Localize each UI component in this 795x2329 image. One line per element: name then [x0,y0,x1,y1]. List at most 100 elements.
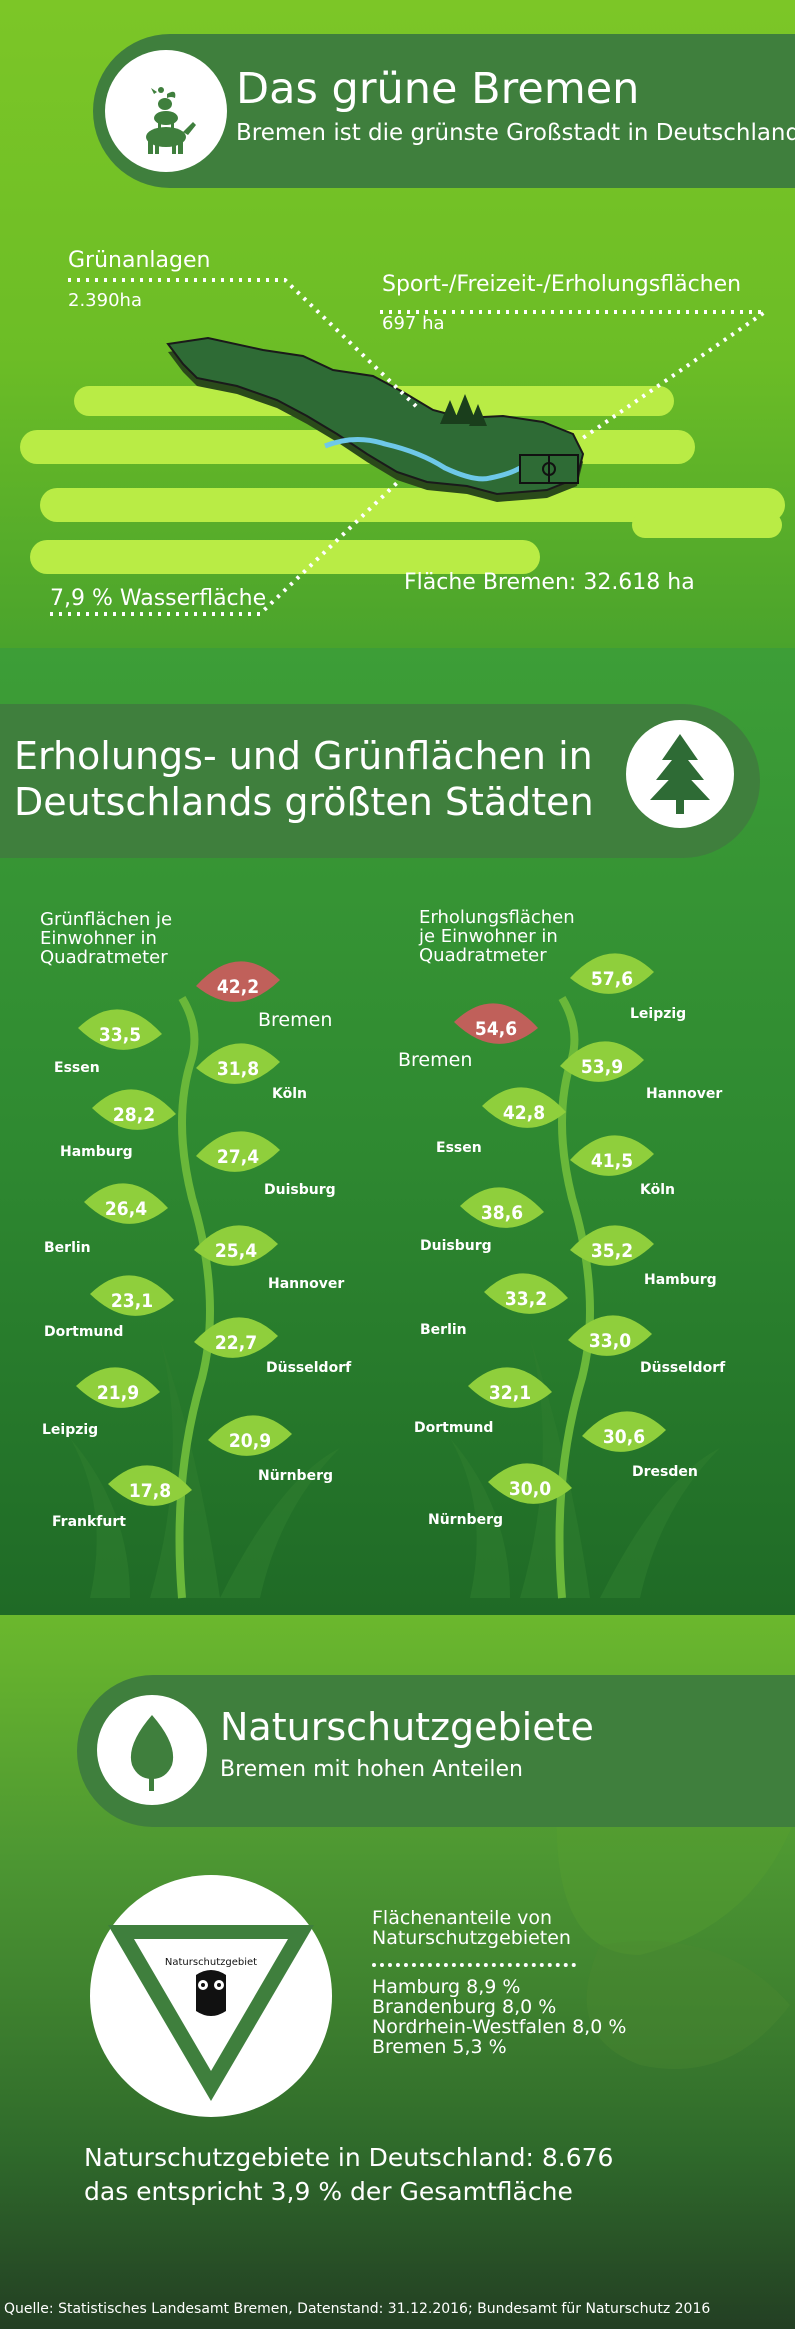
section-recreation-green: Erholungs- und Grünflächen in Deutschlan… [0,648,795,1615]
chart2-leaf-dortmund [468,1367,552,1408]
chart1-city-hamburg: Hamburg [60,1144,133,1160]
grass-decoration-right [450,1338,720,1598]
chart2-title: Erholungsflächen je Einwohner in Quadrat… [419,908,575,965]
chart2-title-line1: Erholungsflächen [419,907,575,928]
chart2-city-dortmund: Dortmund [414,1420,493,1436]
chart1-value-dortmund: 23,1 [111,1290,153,1312]
chart2-value-koeln: 41,5 [591,1150,633,1172]
page-subtitle: Bremen ist die grünste Großstadt in Deut… [236,120,795,146]
chart1-value-nuernberg: 20,9 [229,1430,271,1452]
chart2-city-leipzig: Leipzig [630,1006,686,1022]
chart2-leaf-dresden [582,1411,666,1452]
chart1-value-hamburg: 28,2 [113,1104,155,1126]
reserve-sign-text: Naturschutzgebiet [164,1957,258,1968]
chart1-leaf-bremen [196,961,280,1002]
sport-label: Sport-/Freizeit-/Erholungsflächen [382,272,742,297]
chart1-leaf-nuernberg [208,1415,292,1456]
chart1-leaf-essen [78,1009,162,1050]
chart2-value-dortmund: 32,1 [489,1382,531,1404]
header-banner: Das grüne Bremen Bremen ist die grünste … [93,34,795,188]
chart1-city-duisburg: Duisburg [264,1182,336,1198]
chart2-value-duesseldorf: 33,0 [589,1330,631,1352]
chart1-city-nuernberg: Nürnberg [258,1468,333,1484]
gruenanlagen-value: 2.390ha [68,290,142,311]
chart1-leaf-hannover [194,1225,278,1266]
chart2-leaf-duesseldorf [568,1315,652,1356]
source-footer: Quelle: Statistisches Landesamt Bremen, … [4,2301,711,2317]
chart2-city-bremen: Bremen [398,1049,472,1071]
chart1-city-duesseldorf: Düsseldorf [266,1360,352,1376]
chart1-leaf-hamburg [92,1089,176,1130]
chart1-title-line2: Einwohner in [40,928,157,949]
chart2-city-duesseldorf: Düsseldorf [640,1360,726,1376]
chart2-value-bremen: 54,6 [475,1018,517,1040]
chart2-value-hamburg: 35,2 [591,1240,633,1262]
flaeche-label: Fläche Bremen: 32.618 ha [404,570,695,595]
chart1-city-dortmund: Dortmund [44,1324,123,1340]
reserve-sign-circle: Naturschutzgebiet [90,1875,332,2117]
chart1-leaf-duisburg [196,1131,280,1172]
chart2-leaf-duisburg [460,1187,544,1228]
chart1-value-leipzig: 21,9 [97,1382,139,1404]
sport-value: 697 ha [382,313,445,334]
reserves-total-line2: das entspricht 3,9 % der Gesamtfläche [84,2177,573,2206]
section2-banner: Erholungs- und Grünflächen in Deutschlan… [0,704,760,858]
chart2-value-duisburg: 38,6 [481,1202,523,1224]
shares-title-line2: Naturschutzgebieten [372,1927,571,1949]
chart2-leaf-bremen [454,1003,538,1044]
chart1-value-berlin: 26,4 [105,1198,147,1220]
chart1-leaf-frankfurt [108,1465,192,1506]
chart1-city-frankfurt: Frankfurt [52,1514,126,1530]
share-item-bremen: Bremen 5,3 % [372,2036,507,2058]
chart1-leaf-leipzig [76,1367,160,1408]
chart2-leaf-berlin [484,1273,568,1314]
sports-field-icon [519,454,579,484]
chart2-city-nuernberg: Nürnberg [428,1512,503,1528]
chart1-value-frankfurt: 17,8 [129,1480,171,1502]
chart1-city-hannover: Hannover [268,1276,344,1292]
chart1-city-bremen: Bremen [258,1009,332,1031]
chart2-city-berlin: Berlin [420,1322,467,1338]
chart2-title-line3: Quadratmeter [419,945,547,966]
share-item-hamburg: Hamburg 8,9 % [372,1976,521,1998]
section-nature-reserves: Naturschutzgebiete Bremen mit hohen Ante… [0,1615,795,2329]
share-item-nrw: Nordrhein-Westfalen 8,0 % [372,2016,627,2038]
chart1-value-bremen: 42,2 [217,976,259,998]
chart2-city-hannover: Hannover [646,1086,722,1102]
reserve-sign [108,1925,314,2101]
chart2-city-duisburg: Duisburg [420,1238,492,1254]
chart2-city-essen: Essen [436,1140,482,1156]
chart1-value-essen: 33,5 [99,1024,141,1046]
section3-icon-circle [97,1695,207,1805]
wasser-label: 7,9 % Wasserfläche [50,586,267,611]
chart2-city-dresden: Dresden [632,1464,698,1480]
chart1-leaf-berlin [84,1183,168,1224]
header-icon-circle [105,50,227,172]
chart1-city-koeln: Köln [272,1086,307,1102]
chart1-city-leipzig: Leipzig [42,1422,98,1438]
chart1-value-hannover: 25,4 [215,1240,257,1262]
section3-title: Naturschutzgebiete [220,1705,594,1749]
chart1-title: Grünflächen je Einwohner in Quadratmeter [40,910,172,967]
page-title: Das grüne Bremen [236,64,640,114]
chart2-leaf-hannover [560,1041,644,1082]
chart2-value-leipzig: 57,6 [591,968,633,990]
shares-divider [372,1963,576,1967]
chart2-title-line2: je Einwohner in [419,926,558,947]
chart1-value-koeln: 31,8 [217,1058,259,1080]
chart1-value-duisburg: 27,4 [217,1146,259,1168]
chart1-vine-stem [175,995,214,1599]
chart1-title-line3: Quadratmeter [40,947,168,968]
owl-icon [196,1970,226,2016]
chart2-value-essen: 42,8 [503,1102,545,1124]
section3-banner: Naturschutzgebiete Bremen mit hohen Ante… [77,1675,795,1827]
pine-tree-icon [650,734,710,814]
chart1-value-duesseldorf: 22,7 [215,1332,257,1354]
chart2-leaf-hamburg [570,1225,654,1266]
chart2-value-nuernberg: 30,0 [509,1478,551,1500]
chart2-leaf-leipzig [570,953,654,994]
weser-river [324,437,522,482]
chart2-value-dresden: 30,6 [603,1426,645,1448]
chart1-city-essen: Essen [54,1060,100,1076]
reserves-total-line1: Naturschutzgebiete in Deutschland: 8.676 [84,2143,614,2172]
